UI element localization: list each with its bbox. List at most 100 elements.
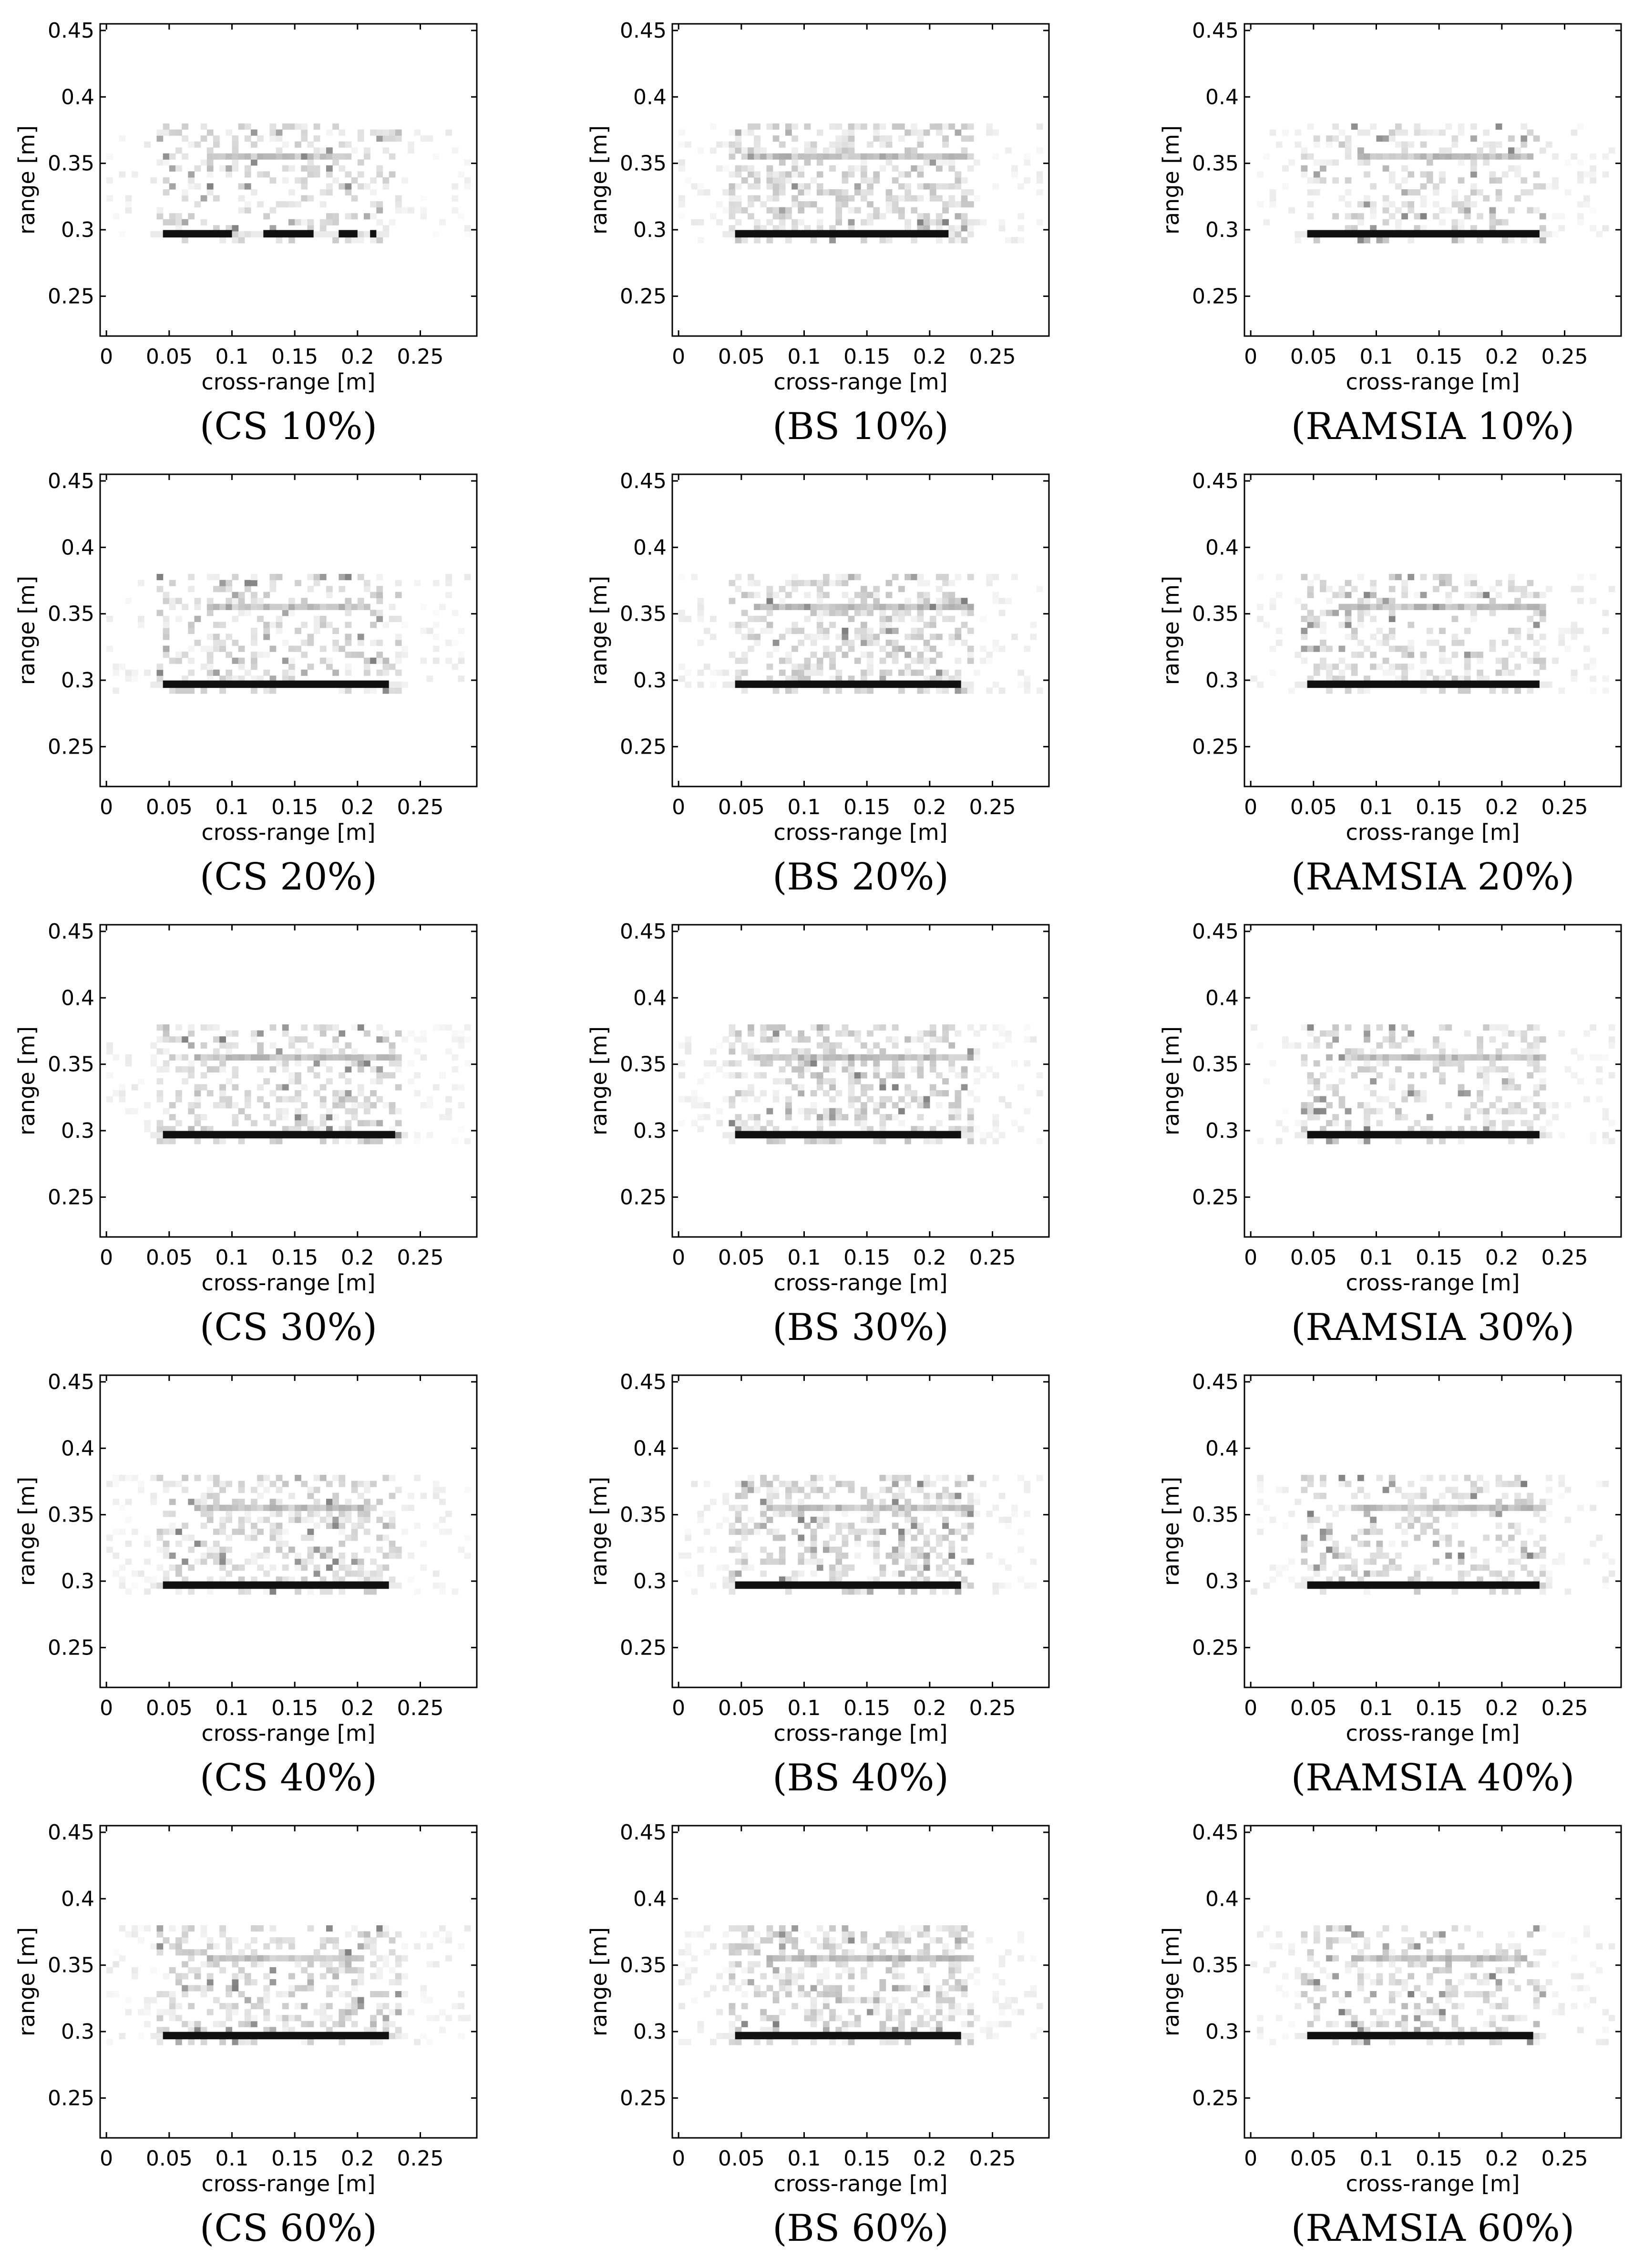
- heatmap-cell: [1408, 1072, 1414, 1078]
- x-tick-label: 0.15: [843, 1246, 890, 1270]
- heatmap-cell: [301, 640, 308, 646]
- heatmap-cell: [741, 1493, 748, 1499]
- heatmap-cell: [1490, 646, 1496, 652]
- heatmap-cell: [188, 177, 195, 184]
- heatmap-cell: [188, 1108, 195, 1114]
- heatmap-cell: [842, 592, 849, 598]
- heatmap-cell: [1445, 1054, 1452, 1061]
- heatmap-cell: [698, 219, 704, 225]
- heatmap-cell: [785, 177, 792, 184]
- heatmap-cell: [942, 207, 949, 214]
- heatmap-cell: [911, 574, 917, 580]
- heatmap-cell: [308, 1553, 314, 1559]
- heatmap-cell: [282, 1031, 289, 1037]
- heatmap-cell: [389, 1102, 396, 1108]
- heatmap-cell: [861, 1588, 867, 1594]
- heatmap-cell: [817, 604, 823, 610]
- heatmap-cell: [175, 1036, 182, 1042]
- heatmap-cell: [1502, 1108, 1509, 1114]
- heatmap-cell: [1508, 652, 1515, 658]
- heatmap-cell: [1439, 646, 1446, 652]
- heatmap-cell: [345, 574, 352, 580]
- heatmap-cell: [370, 1588, 377, 1594]
- heatmap-cell: [1251, 1588, 1257, 1594]
- heatmap-cell: [119, 664, 126, 670]
- heatmap-cell: [1370, 1066, 1377, 1073]
- heatmap-cell: [835, 610, 842, 616]
- heatmap-cell: [1389, 1054, 1396, 1061]
- heatmap-cell: [376, 1120, 383, 1126]
- heatmap-cell: [345, 213, 352, 219]
- heatmap-cell: [395, 592, 402, 598]
- heatmap-cell: [729, 207, 736, 214]
- heatmap-cell: [798, 1084, 804, 1090]
- heatmap-cell: [967, 1054, 974, 1061]
- heatmap-cell: [257, 1084, 264, 1090]
- heatmap-cell: [1490, 1505, 1496, 1511]
- heatmap-cell: [163, 1541, 170, 1547]
- heatmap-cell: [433, 1493, 440, 1499]
- heatmap-cell: [288, 165, 295, 172]
- heatmap-cell: [798, 189, 804, 195]
- heatmap-cell: [1370, 580, 1377, 586]
- heatmap-cell: [251, 640, 257, 646]
- heatmap-cell: [854, 153, 861, 160]
- heatmap-cell: [175, 1066, 182, 1073]
- heatmap-cell: [452, 147, 458, 153]
- heatmap-cell: [974, 1493, 980, 1499]
- heatmap-cell: [1439, 219, 1446, 225]
- heatmap-cell: [1521, 1031, 1527, 1037]
- heatmap-cell: [854, 628, 861, 634]
- y-tick-label: 0.25: [1192, 284, 1239, 308]
- heatmap-cell: [1307, 580, 1314, 586]
- heatmap-cell: [169, 1102, 176, 1108]
- heatmap-cell: [1464, 652, 1471, 658]
- heatmap-cell: [880, 1084, 886, 1090]
- heatmap-cell: [748, 1481, 754, 1487]
- heatmap-cell: [1433, 640, 1439, 646]
- heatmap-cell: [955, 1096, 962, 1103]
- heatmap-cell: [892, 574, 899, 580]
- heatmap-cell: [729, 183, 736, 189]
- heatmap-cell: [924, 598, 930, 604]
- heatmap-cell: [892, 1024, 899, 1031]
- heatmap-cell: [245, 207, 251, 214]
- heatmap-cell: [150, 1583, 157, 1589]
- heatmap-cell: [767, 1024, 773, 1031]
- heatmap-cell: [1533, 640, 1540, 646]
- heatmap-cell: [458, 628, 465, 634]
- heatmap-cell: [282, 604, 289, 610]
- heatmap-cell: [163, 1024, 170, 1031]
- heatmap-cell: [332, 1042, 339, 1049]
- heatmap-cell: [817, 633, 823, 640]
- heatmap-cell: [898, 1475, 905, 1481]
- heatmap-cell: [924, 604, 930, 610]
- heatmap-cell: [924, 646, 930, 652]
- heatmap-cell: [245, 1096, 251, 1103]
- heatmap-cell: [898, 195, 905, 202]
- heatmap-cell: [1558, 640, 1565, 646]
- heatmap-cell: [967, 1120, 974, 1126]
- heatmap-cell: [1395, 664, 1402, 670]
- heatmap-cell: [842, 153, 849, 160]
- heatmap-cell: [421, 604, 427, 610]
- heatmap-cell: [880, 1138, 886, 1144]
- heatmap-cell: [1307, 177, 1314, 184]
- heatmap-cell: [226, 1031, 232, 1037]
- heatmap-cell: [395, 1108, 402, 1114]
- heatmap-cell: [741, 1564, 748, 1571]
- heatmap-cell: [389, 1475, 396, 1481]
- heatmap-cell: [773, 1036, 780, 1042]
- heatmap-cell: [132, 1583, 138, 1589]
- heatmap-cell: [433, 633, 440, 640]
- heatmap-cell: [401, 1132, 408, 1138]
- heatmap-cell: [364, 1517, 370, 1523]
- heatmap-cell: [942, 616, 949, 622]
- heatmap-cell: [1477, 1042, 1483, 1049]
- heatmap-cell: [1571, 633, 1578, 640]
- heatmap-cell: [358, 1493, 364, 1499]
- heatmap-cell: [1439, 658, 1446, 664]
- heatmap-cell: [113, 664, 119, 670]
- heatmap-cell: [1490, 640, 1496, 646]
